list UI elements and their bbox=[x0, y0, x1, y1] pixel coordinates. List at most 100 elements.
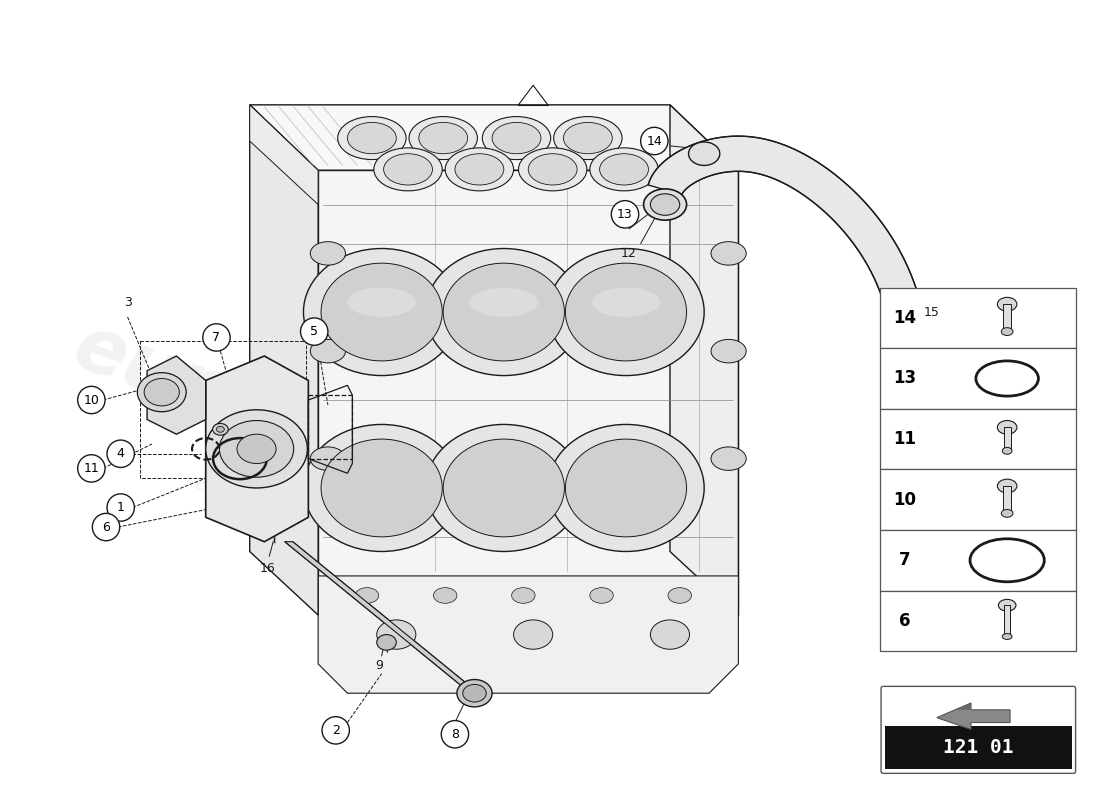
Ellipse shape bbox=[579, 503, 592, 511]
Ellipse shape bbox=[1001, 510, 1013, 518]
Bar bbox=[308, 395, 352, 458]
Ellipse shape bbox=[375, 445, 388, 454]
Ellipse shape bbox=[212, 423, 228, 435]
Polygon shape bbox=[937, 703, 971, 718]
Ellipse shape bbox=[409, 117, 477, 159]
Text: 6: 6 bbox=[899, 612, 911, 630]
Ellipse shape bbox=[711, 339, 746, 363]
Ellipse shape bbox=[236, 434, 276, 463]
Polygon shape bbox=[206, 356, 308, 542]
Ellipse shape bbox=[565, 439, 686, 537]
Text: 3: 3 bbox=[123, 296, 132, 309]
Ellipse shape bbox=[660, 503, 674, 511]
Ellipse shape bbox=[456, 289, 470, 297]
Bar bbox=[886, 726, 1071, 769]
Ellipse shape bbox=[456, 679, 492, 707]
Ellipse shape bbox=[375, 270, 388, 278]
Ellipse shape bbox=[497, 522, 510, 530]
Bar bbox=[880, 288, 1076, 348]
Ellipse shape bbox=[433, 588, 456, 603]
Ellipse shape bbox=[310, 447, 345, 470]
Ellipse shape bbox=[998, 298, 1016, 311]
Bar bbox=[1003, 304, 1011, 331]
Ellipse shape bbox=[384, 154, 432, 185]
Circle shape bbox=[202, 324, 230, 351]
Ellipse shape bbox=[650, 194, 680, 215]
Polygon shape bbox=[250, 105, 318, 615]
Text: 5: 5 bbox=[310, 325, 318, 338]
Text: 4: 4 bbox=[117, 447, 124, 460]
Circle shape bbox=[107, 440, 134, 467]
Ellipse shape bbox=[138, 373, 186, 412]
FancyBboxPatch shape bbox=[881, 686, 1076, 774]
Circle shape bbox=[107, 494, 134, 521]
Bar bbox=[880, 530, 1076, 590]
Ellipse shape bbox=[497, 346, 510, 355]
Circle shape bbox=[640, 127, 668, 154]
Ellipse shape bbox=[321, 439, 442, 537]
Bar bbox=[140, 342, 307, 478]
Ellipse shape bbox=[1001, 328, 1013, 335]
Bar bbox=[1004, 606, 1010, 637]
Text: 8: 8 bbox=[451, 728, 459, 741]
Ellipse shape bbox=[219, 421, 294, 478]
Ellipse shape bbox=[644, 189, 686, 220]
Ellipse shape bbox=[375, 522, 388, 530]
Ellipse shape bbox=[548, 249, 704, 375]
Polygon shape bbox=[250, 105, 738, 170]
Ellipse shape bbox=[998, 421, 1016, 434]
Circle shape bbox=[322, 717, 350, 744]
Circle shape bbox=[92, 514, 120, 541]
Ellipse shape bbox=[619, 522, 632, 530]
Text: eurocarparts: eurocarparts bbox=[64, 309, 612, 569]
Ellipse shape bbox=[514, 620, 552, 650]
Ellipse shape bbox=[470, 288, 538, 317]
Ellipse shape bbox=[456, 465, 470, 473]
Polygon shape bbox=[318, 576, 738, 694]
Ellipse shape bbox=[711, 447, 746, 470]
Circle shape bbox=[612, 201, 639, 228]
Text: 7: 7 bbox=[899, 551, 911, 570]
Ellipse shape bbox=[998, 479, 1016, 493]
Ellipse shape bbox=[538, 503, 551, 511]
Ellipse shape bbox=[456, 327, 470, 335]
Ellipse shape bbox=[579, 289, 592, 297]
Ellipse shape bbox=[304, 425, 460, 551]
Ellipse shape bbox=[660, 289, 674, 297]
Ellipse shape bbox=[650, 620, 690, 650]
Ellipse shape bbox=[455, 154, 504, 185]
Ellipse shape bbox=[538, 465, 551, 473]
Text: 10: 10 bbox=[84, 394, 99, 406]
Text: 9: 9 bbox=[375, 659, 383, 672]
Ellipse shape bbox=[304, 249, 460, 375]
Circle shape bbox=[300, 318, 328, 346]
Ellipse shape bbox=[590, 588, 614, 603]
Ellipse shape bbox=[528, 154, 578, 185]
Ellipse shape bbox=[711, 242, 746, 265]
Text: 121 01: 121 01 bbox=[943, 738, 1013, 757]
Circle shape bbox=[78, 386, 106, 414]
Ellipse shape bbox=[1002, 634, 1012, 639]
Ellipse shape bbox=[538, 289, 551, 297]
Ellipse shape bbox=[548, 425, 704, 551]
Ellipse shape bbox=[497, 445, 510, 454]
Ellipse shape bbox=[333, 465, 348, 473]
Ellipse shape bbox=[497, 270, 510, 278]
Ellipse shape bbox=[518, 148, 587, 191]
Ellipse shape bbox=[565, 263, 686, 361]
Text: 11: 11 bbox=[893, 430, 916, 448]
Ellipse shape bbox=[206, 410, 307, 488]
Ellipse shape bbox=[660, 465, 674, 473]
Ellipse shape bbox=[482, 117, 551, 159]
Polygon shape bbox=[250, 105, 318, 205]
Ellipse shape bbox=[416, 289, 429, 297]
Text: 14: 14 bbox=[647, 134, 662, 147]
Ellipse shape bbox=[660, 327, 674, 335]
Polygon shape bbox=[670, 105, 738, 615]
Polygon shape bbox=[147, 356, 206, 434]
Ellipse shape bbox=[338, 117, 406, 159]
Ellipse shape bbox=[426, 249, 582, 375]
Ellipse shape bbox=[416, 327, 429, 335]
Ellipse shape bbox=[333, 327, 348, 335]
Bar bbox=[880, 470, 1076, 530]
